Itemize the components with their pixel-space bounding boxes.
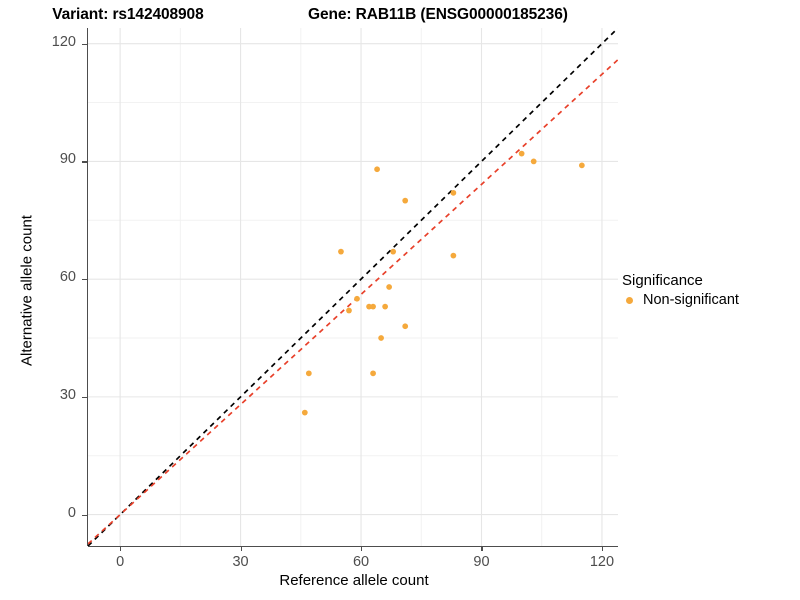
legend-key [622, 292, 637, 308]
y-tick-label: 60 [59, 269, 76, 286]
data-point [450, 252, 457, 259]
data-point [305, 370, 312, 377]
y-axis-line [87, 28, 89, 546]
gene-title: Gene: RAB11B (ENSG00000185236) [308, 6, 568, 23]
y-tick-mark [82, 514, 87, 516]
y-tick-mark [82, 161, 87, 163]
y-tick-mark [82, 279, 87, 281]
data-point [354, 295, 360, 302]
data-point [402, 323, 409, 330]
data-point [578, 162, 585, 169]
x-axis-line [88, 546, 618, 548]
legend-item-label: Non-significant [643, 292, 739, 308]
data-point [390, 248, 397, 255]
y-tick-label: 0 [67, 504, 76, 521]
x-tick-mark [120, 546, 122, 551]
y-axis-title: Alternative allele count [18, 215, 36, 366]
data-point [370, 370, 376, 377]
x-tick-label: 60 [352, 554, 370, 570]
x-axis-title: Reference allele count [279, 572, 429, 589]
data-point [450, 189, 457, 196]
plot-panel [88, 28, 618, 546]
variant-title: Variant: rs142408908 [52, 6, 204, 23]
data-point [301, 409, 308, 416]
data-point [338, 248, 344, 255]
plot-title-row: Variant: rs142408908 Gene: RAB11B (ENSG0… [0, 3, 620, 27]
data-point [402, 197, 409, 204]
x-tick-label: 0 [116, 554, 125, 570]
data-point [346, 307, 352, 314]
data-point [382, 303, 388, 310]
data-point [518, 150, 525, 157]
y-tick-mark [82, 43, 87, 45]
x-tick-label: 120 [589, 554, 615, 570]
x-tick-mark [240, 546, 242, 551]
data-point [370, 303, 376, 310]
y-tick-label: 90 [59, 151, 76, 168]
data-point [366, 303, 372, 310]
fit-line [88, 59, 618, 545]
identity-line [88, 28, 618, 546]
legend: Significance Non-significant [622, 272, 797, 308]
x-tick-label: 90 [473, 554, 490, 570]
legend-item[interactable]: Non-significant [622, 292, 797, 308]
data-point [378, 335, 384, 341]
x-tick-mark [601, 546, 604, 551]
data-point [530, 158, 537, 165]
x-tick-mark [361, 546, 363, 551]
legend-entries: Non-significant [622, 292, 797, 308]
y-tick-label: 120 [51, 33, 76, 50]
legend-point-icon [626, 296, 633, 304]
plot-canvas [88, 28, 618, 546]
y-tick-label: 30 [59, 386, 76, 403]
y-tick-mark [82, 396, 87, 399]
legend-title: Significance [622, 272, 703, 289]
data-point [386, 284, 393, 290]
x-tick-label: 30 [232, 554, 249, 570]
data-point [374, 166, 380, 173]
x-tick-mark [481, 546, 483, 551]
